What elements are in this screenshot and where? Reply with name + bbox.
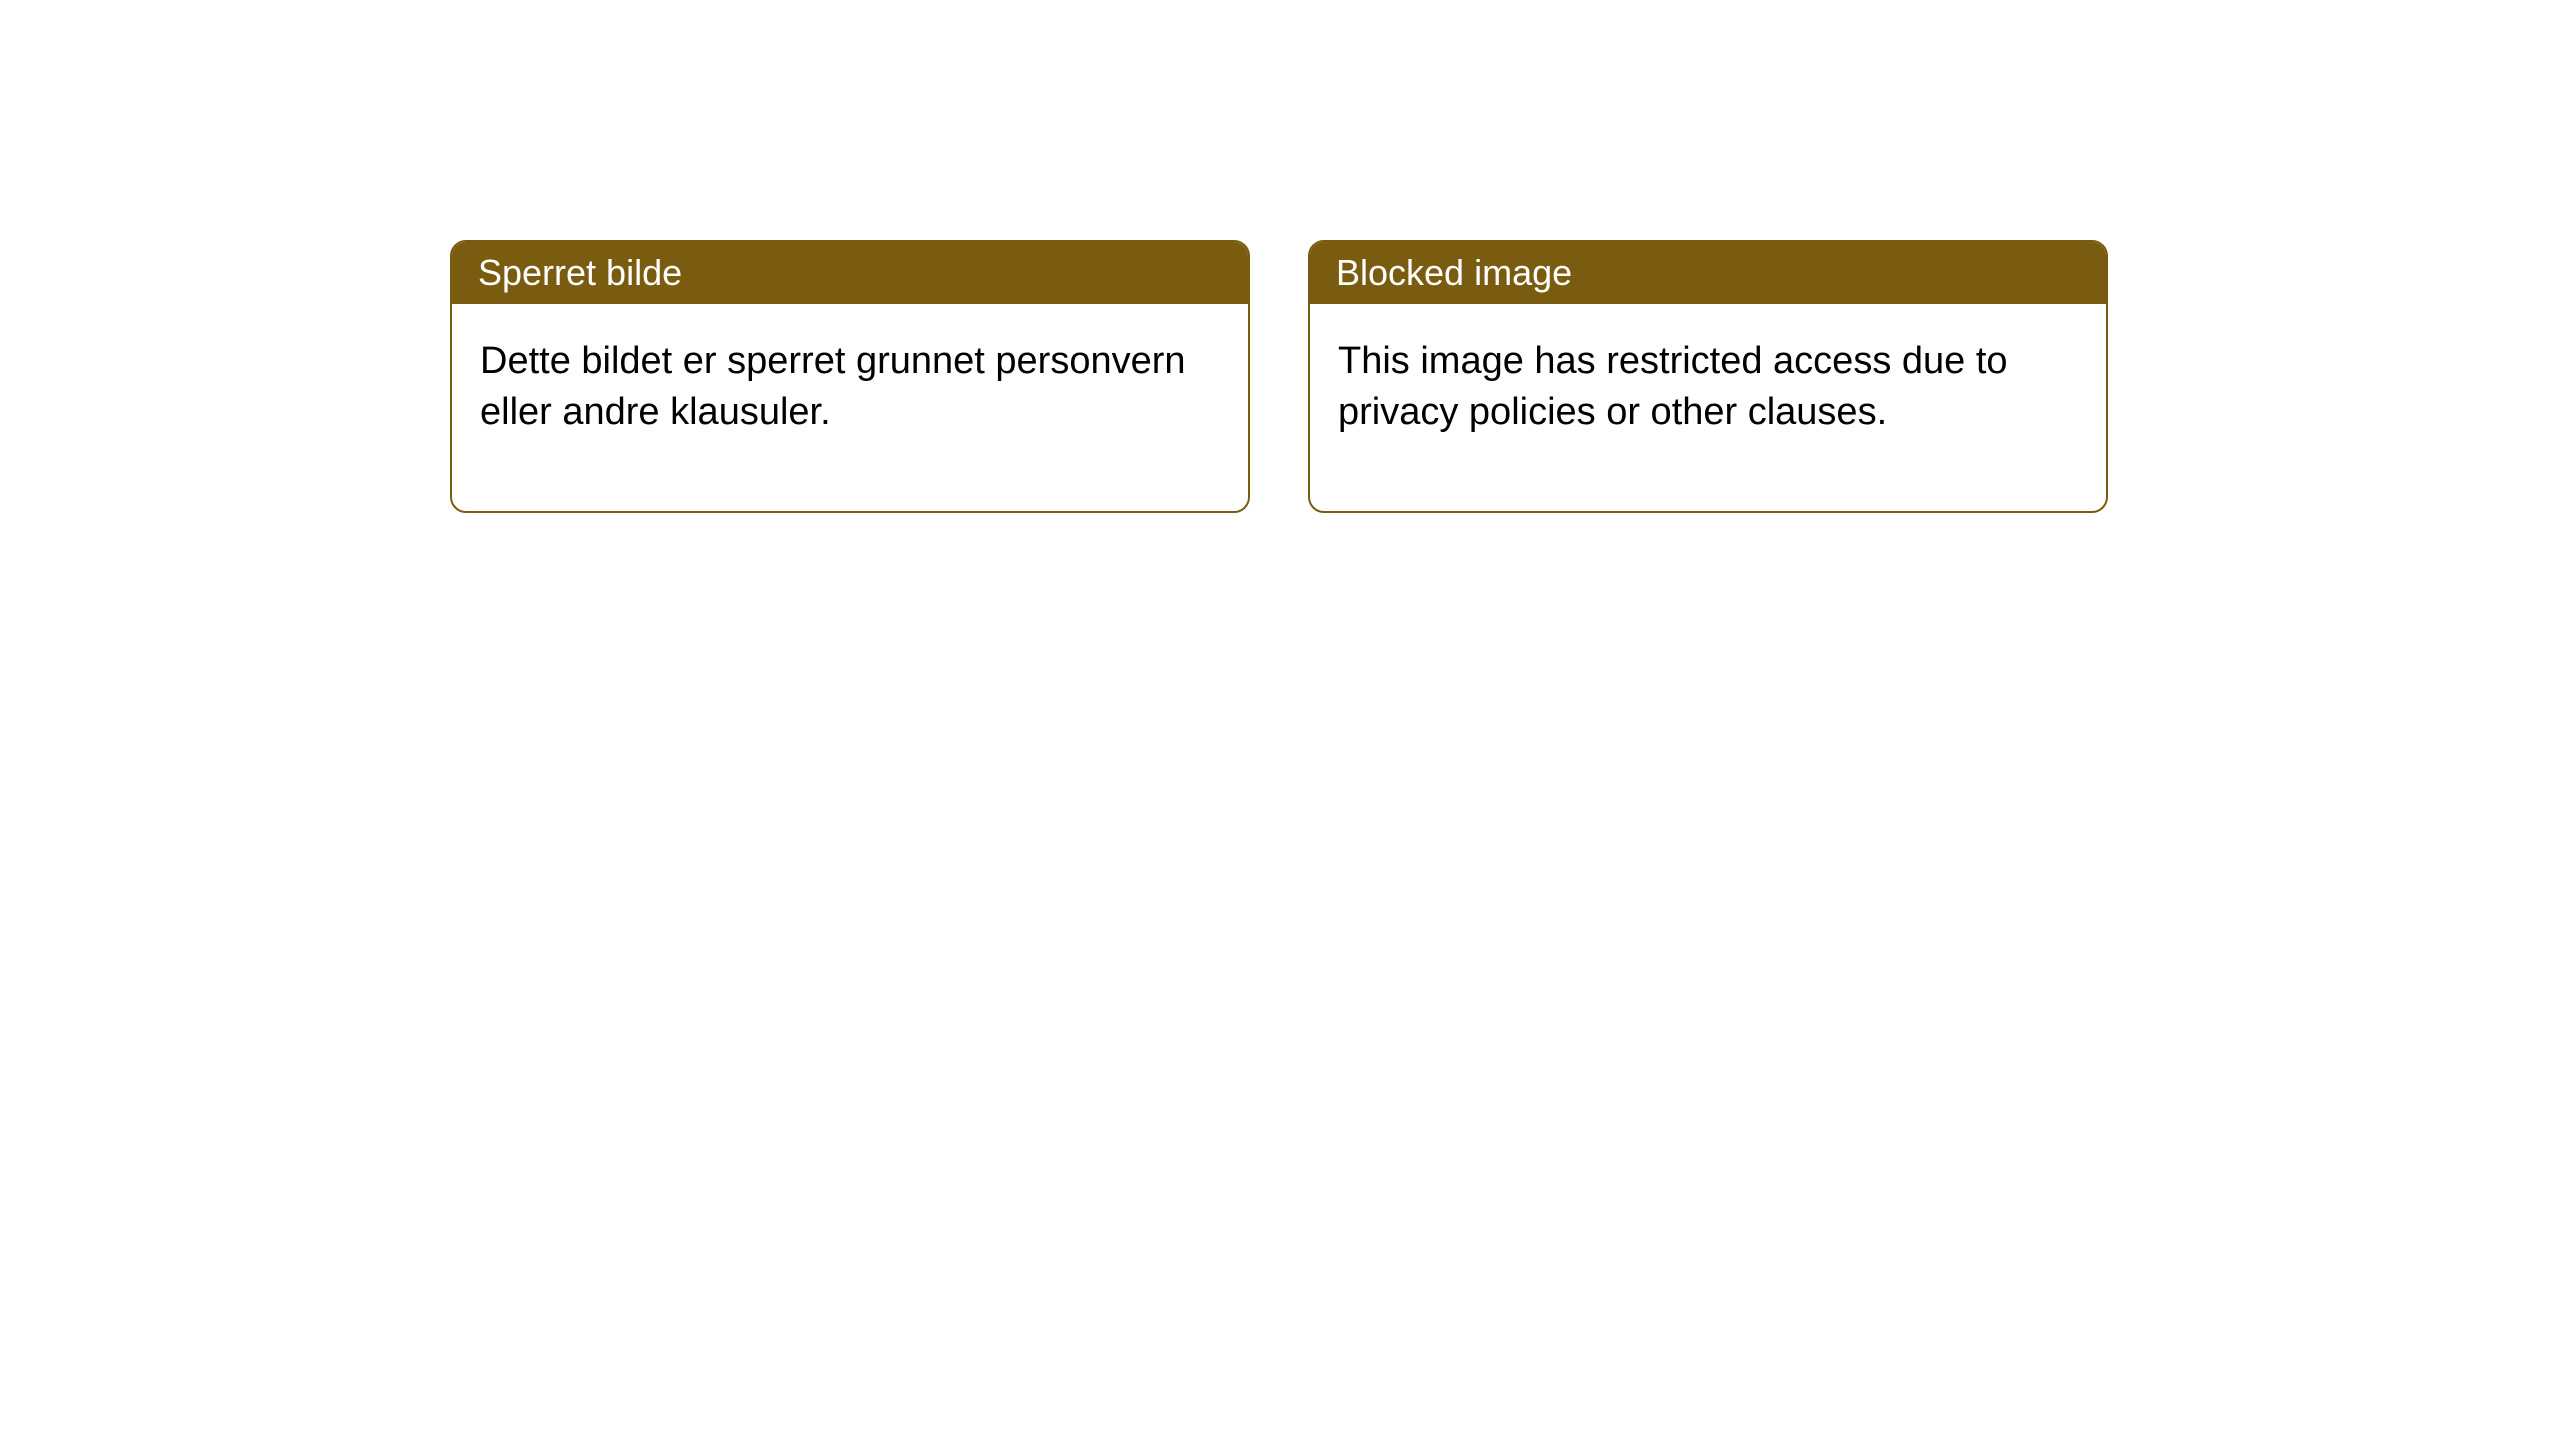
notice-header-en: Blocked image <box>1310 242 2106 304</box>
notice-body-no: Dette bildet er sperret grunnet personve… <box>452 304 1248 511</box>
notice-card-en: Blocked image This image has restricted … <box>1308 240 2108 513</box>
notice-container: Sperret bilde Dette bildet er sperret gr… <box>450 240 2108 513</box>
notice-header-no: Sperret bilde <box>452 242 1248 304</box>
notice-card-no: Sperret bilde Dette bildet er sperret gr… <box>450 240 1250 513</box>
notice-body-en: This image has restricted access due to … <box>1310 304 2106 511</box>
